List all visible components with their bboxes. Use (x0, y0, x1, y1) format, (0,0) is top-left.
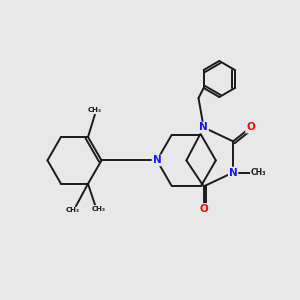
Text: O: O (199, 204, 208, 214)
Text: CH₃: CH₃ (88, 107, 102, 113)
Text: N: N (199, 122, 208, 133)
Text: N: N (153, 155, 161, 165)
Text: N: N (229, 167, 238, 178)
Text: CH₃: CH₃ (251, 168, 266, 177)
Text: CH₃: CH₃ (92, 206, 105, 212)
Text: CH₃: CH₃ (65, 208, 80, 214)
Text: O: O (246, 122, 255, 133)
